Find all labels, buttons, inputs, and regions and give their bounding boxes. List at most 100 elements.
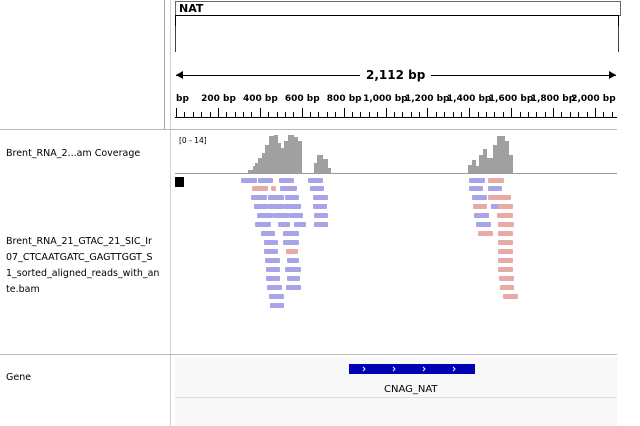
forward-read[interactable]: [269, 294, 284, 299]
reverse-read[interactable]: [473, 204, 487, 209]
downsample-marker[interactable]: [175, 177, 184, 187]
reverse-read[interactable]: [498, 267, 513, 272]
forward-read[interactable]: [241, 178, 257, 183]
ruler-minor-tick: [486, 112, 488, 117]
forward-read[interactable]: [268, 195, 284, 200]
ruler-minor-tick: [544, 112, 546, 117]
ruler-tick-label: 1,800 bp: [530, 94, 576, 104]
gene-track-label[interactable]: Gene: [6, 372, 32, 383]
forward-read[interactable]: [472, 195, 487, 200]
forward-read[interactable]: [313, 204, 327, 209]
forward-read[interactable]: [285, 195, 299, 200]
forward-read[interactable]: [474, 213, 489, 218]
forward-read[interactable]: [476, 222, 491, 227]
forward-read[interactable]: [265, 258, 280, 263]
data-separator: [0, 354, 617, 355]
ruler-tick: [553, 108, 555, 117]
forward-read[interactable]: [270, 303, 284, 308]
forward-read[interactable]: [255, 222, 271, 227]
forward-read[interactable]: [314, 213, 328, 218]
forward-read[interactable]: [257, 213, 273, 218]
forward-read[interactable]: [287, 276, 300, 281]
forward-read[interactable]: [287, 258, 299, 263]
forward-read[interactable]: [469, 178, 485, 183]
ruler-minor-tick: [519, 112, 521, 117]
reverse-read[interactable]: [497, 213, 513, 218]
ruler-minor-tick: [452, 112, 454, 117]
forward-read[interactable]: [264, 249, 278, 254]
ruler-minor-tick: [435, 112, 437, 117]
reverse-read[interactable]: [488, 178, 504, 183]
reverse-read[interactable]: [497, 195, 511, 200]
reverse-read[interactable]: [498, 258, 513, 263]
reverse-read[interactable]: [252, 186, 268, 191]
coverage-bottom: [175, 173, 617, 174]
forward-read[interactable]: [251, 195, 267, 200]
forward-read[interactable]: [308, 178, 323, 183]
ruler-minor-tick: [402, 112, 404, 117]
forward-read[interactable]: [469, 186, 483, 191]
forward-read[interactable]: [284, 204, 301, 209]
forward-read[interactable]: [313, 195, 328, 200]
reverse-read[interactable]: [478, 231, 493, 236]
forward-read[interactable]: [285, 267, 301, 272]
strand-arrows: [362, 366, 456, 372]
forward-read[interactable]: [266, 267, 280, 272]
ruler-baseline: [175, 117, 617, 118]
ruler-tick-label: 1,400 bp: [446, 94, 492, 104]
gene-feature[interactable]: [349, 364, 475, 374]
reverse-read[interactable]: [498, 204, 513, 209]
forward-read[interactable]: [278, 222, 290, 227]
reverse-read[interactable]: [499, 276, 514, 281]
coverage-track[interactable]: [0 - 14]: [175, 133, 617, 173]
left-divider: [164, 0, 165, 130]
reverse-read[interactable]: [498, 231, 513, 236]
forward-read[interactable]: [273, 213, 289, 218]
forward-read[interactable]: [310, 186, 324, 191]
reverse-read[interactable]: [498, 249, 513, 254]
reverse-read[interactable]: [498, 222, 514, 227]
alignment-track-label[interactable]: Brent_RNA_21_GTAC_21_SIC_Ir 07_CTCAATGAT…: [6, 234, 159, 298]
ruler-tick: [259, 108, 261, 117]
reverse-read[interactable]: [271, 186, 276, 191]
forward-read[interactable]: [314, 222, 328, 227]
ruler-minor-tick: [527, 112, 529, 117]
forward-read[interactable]: [254, 204, 268, 209]
ruler-minor-tick: [209, 112, 211, 117]
forward-read[interactable]: [268, 204, 284, 209]
ruler-minor-tick: [444, 112, 446, 117]
ruler-minor-tick: [360, 112, 362, 117]
reverse-read[interactable]: [286, 249, 298, 254]
ruler-minor-tick: [502, 112, 504, 117]
ruler-tick-label: 200 bp: [201, 94, 236, 104]
ruler-tick-label: 600 bp: [284, 94, 320, 104]
forward-read[interactable]: [266, 276, 280, 281]
alignment-label-line-3: 1_sorted_aligned_reads_with_an: [6, 268, 160, 279]
forward-read[interactable]: [261, 231, 275, 236]
ruler-tick: [595, 108, 596, 117]
region-of-interest[interactable]: [175, 26, 619, 52]
forward-read[interactable]: [280, 186, 297, 191]
ruler-minor-tick: [268, 112, 270, 117]
forward-read[interactable]: [294, 222, 306, 227]
forward-read[interactable]: [286, 285, 301, 290]
forward-read[interactable]: [264, 240, 278, 245]
reverse-read[interactable]: [488, 195, 504, 200]
chromosome-name: NAT: [175, 1, 621, 16]
reverse-read[interactable]: [503, 294, 518, 299]
reverse-read[interactable]: [498, 240, 513, 245]
forward-read[interactable]: [267, 285, 282, 290]
coverage-histogram: [0 - 14]: [179, 135, 513, 173]
forward-read[interactable]: [258, 178, 273, 183]
ruler-minor-tick: [351, 112, 353, 117]
forward-read[interactable]: [289, 213, 303, 218]
ruler-minor-tick: [536, 112, 538, 117]
forward-read[interactable]: [279, 178, 294, 183]
ruler-minor-tick: [318, 112, 320, 117]
coverage-track-label[interactable]: Brent_RNA_2...am Coverage: [6, 148, 141, 159]
forward-read[interactable]: [283, 240, 299, 245]
forward-read[interactable]: [488, 186, 502, 191]
ruler-minor-tick: [393, 112, 395, 117]
forward-read[interactable]: [283, 231, 299, 236]
reverse-read[interactable]: [500, 285, 514, 290]
